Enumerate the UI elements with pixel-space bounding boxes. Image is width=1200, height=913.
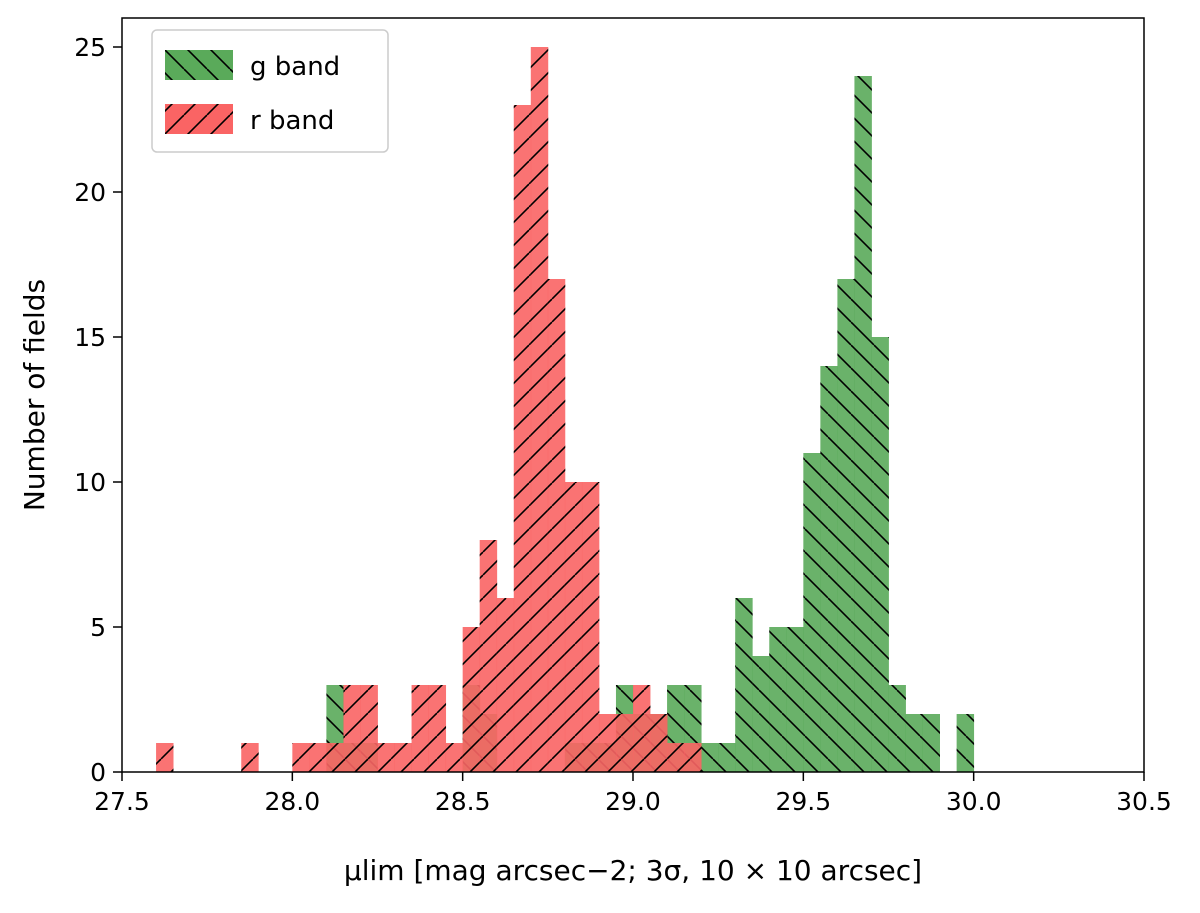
bar-hatch-r-10 xyxy=(428,685,447,772)
bar-hatch-g-20 xyxy=(820,366,838,772)
bar-hatch-g-15 xyxy=(735,598,753,772)
bar-hatch-r-21 xyxy=(615,714,634,772)
y-tick-label-1: 5 xyxy=(90,613,106,642)
bar-hatch-g-13 xyxy=(701,743,719,772)
legend-swatch-g-band-hatch xyxy=(165,50,233,80)
bar-hatch-r-4 xyxy=(326,743,344,772)
bar-hatch-r-15 xyxy=(513,105,532,772)
y-tick-label-3: 15 xyxy=(74,323,106,352)
bar-hatch-g-25 xyxy=(905,714,923,772)
series-r-band xyxy=(156,47,702,772)
y-tick-label-5: 25 xyxy=(74,33,106,62)
bar-hatch-r-16 xyxy=(530,47,549,772)
y-axis-label: Number of fields xyxy=(18,279,51,511)
x-axis-ticks: 27.5 28.0 28.5 29.0 29.5 30.0 30.5 xyxy=(94,772,1172,816)
bar-hatch-g-16 xyxy=(752,656,770,772)
bar-hatch-g-24 xyxy=(888,685,906,772)
bar-hatch-r-23 xyxy=(650,714,668,772)
x-tick-label-6: 30.5 xyxy=(1116,787,1172,816)
bar-hatch-r-13 xyxy=(479,540,498,772)
bar-hatch-r-0 xyxy=(156,743,174,772)
x-tick-label-5: 30.0 xyxy=(946,787,1002,816)
x-tick-label-2: 28.5 xyxy=(435,787,491,816)
x-tick-label-3: 29.0 xyxy=(605,787,661,816)
x-tick-label-1: 28.0 xyxy=(264,787,320,816)
bar-hatch-r-1 xyxy=(241,743,259,772)
bar-hatch-r-7 xyxy=(377,743,395,772)
bar-hatch-g-21 xyxy=(837,279,855,772)
bar-hatch-g-19 xyxy=(803,453,821,772)
bar-hatch-r-11 xyxy=(445,743,464,772)
bar-hatch-r-2 xyxy=(292,743,310,772)
y-tick-label-0: 0 xyxy=(90,758,106,787)
bar-hatch-r-17 xyxy=(547,279,566,772)
bar-hatch-r-19 xyxy=(581,482,600,772)
bar-hatch-g-27 xyxy=(956,714,975,772)
y-tick-label-4: 20 xyxy=(74,178,106,207)
bar-hatch-r-9 xyxy=(411,685,429,772)
x-tick-label-4: 29.5 xyxy=(775,787,831,816)
bar-hatch-r-18 xyxy=(564,482,583,772)
bar-hatch-g-17 xyxy=(769,627,787,772)
x-axis-label: μlim [mag arcsec−2; 3σ, 10 × 10 arcsec] xyxy=(344,854,922,887)
bar-hatch-g-18 xyxy=(786,627,804,772)
bar-hatch-g-14 xyxy=(718,743,736,772)
bar-hatch-g-23 xyxy=(871,337,889,772)
legend-label-g-band: g band xyxy=(250,52,340,82)
series-g-band xyxy=(326,76,975,772)
bar-hatch-r-22 xyxy=(633,685,651,772)
bar-hatch-r-6 xyxy=(360,685,378,772)
bar-hatch-r-5 xyxy=(343,685,361,772)
bar-hatch-r-14 xyxy=(496,598,515,772)
legend-swatch-r-band-hatch xyxy=(165,104,233,134)
bar-hatch-r-3 xyxy=(309,743,327,772)
bar-hatch-g-22 xyxy=(854,76,872,772)
legend: g band r band xyxy=(151,29,389,153)
bar-hatch-r-20 xyxy=(598,714,617,772)
x-tick-label-0: 27.5 xyxy=(94,787,150,816)
y-axis-ticks: 0 5 10 15 20 25 xyxy=(74,33,122,787)
bar-hatch-r-8 xyxy=(394,743,412,772)
bar-hatch-r-24 xyxy=(667,743,685,772)
bar-hatch-r-12 xyxy=(462,627,481,772)
bar-hatch-g-26 xyxy=(922,714,940,772)
legend-label-r-band: r band xyxy=(250,106,334,136)
y-tick-label-2: 10 xyxy=(74,468,106,497)
bar-hatch-r-25 xyxy=(684,743,702,772)
